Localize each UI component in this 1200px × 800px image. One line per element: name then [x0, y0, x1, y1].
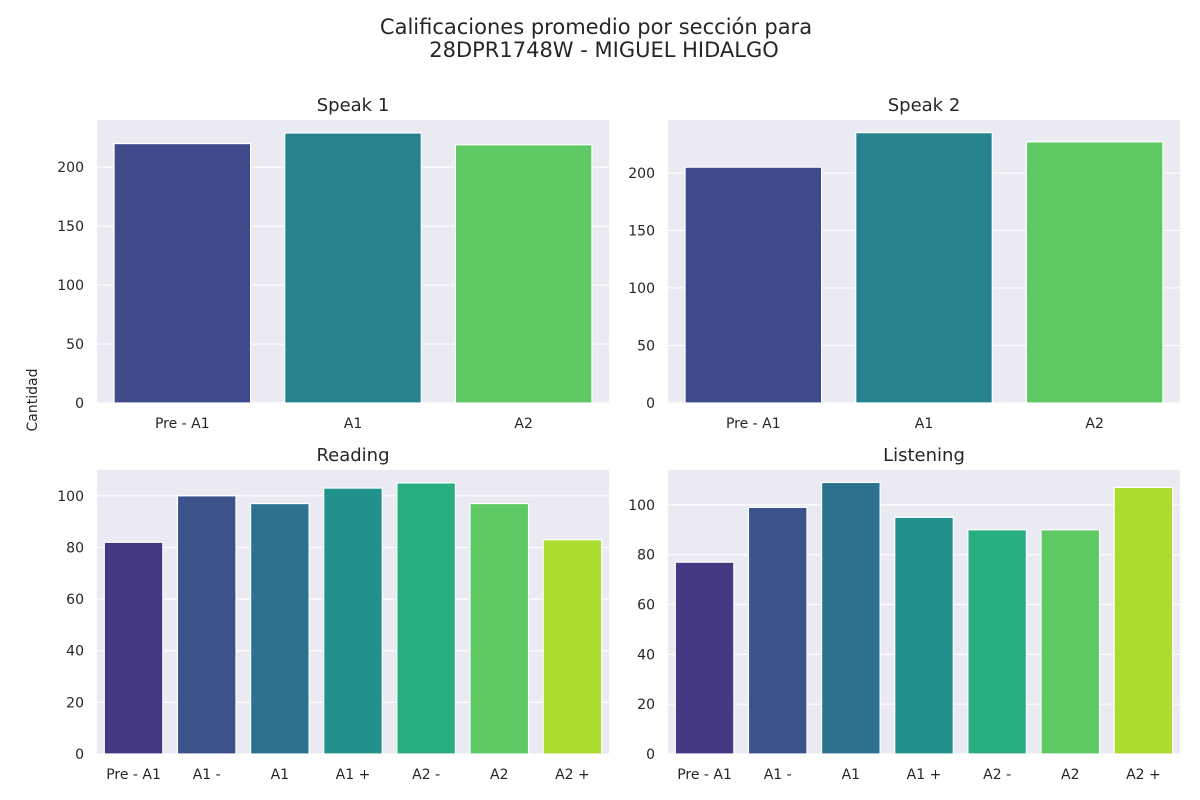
x-tick-label-reading: A2 - — [412, 767, 440, 783]
y-tick-label-speak-2: 50 — [637, 338, 655, 354]
subplot-title-speak-2: Speak 2 — [888, 95, 961, 116]
y-tick-label-speak-2: 100 — [628, 281, 655, 297]
y-tick-label-speak-1: 200 — [57, 160, 84, 176]
x-tick-label-reading: A1 — [271, 767, 289, 783]
bar-reading-a2 — [469, 502, 530, 755]
y-tick-label-listening: 100 — [628, 498, 655, 514]
bar-listening-a1 — [894, 516, 954, 755]
x-tick-label-reading: A2 — [490, 767, 508, 783]
bar-reading-a2 — [396, 482, 456, 755]
y-tick-label-listening: 80 — [637, 548, 655, 564]
y-tick-label-speak-2: 0 — [646, 396, 655, 412]
x-tick-label-listening: A2 + — [1126, 767, 1161, 783]
y-tick-label-speak-2: 150 — [628, 223, 655, 239]
figure-title-line-1: Calificaciones promedio por sección para — [380, 15, 812, 39]
x-tick-label-speak-2: A2 — [1085, 416, 1103, 432]
y-tick-label-listening: 40 — [637, 647, 655, 663]
bar-listening-a1 — [747, 506, 808, 755]
x-tick-label-reading: A1 + — [336, 767, 371, 783]
x-tick-label-listening: A2 — [1061, 767, 1079, 783]
y-tick-label-listening: 0 — [646, 747, 655, 763]
bar-speak-2-pre-a1 — [684, 166, 823, 404]
subplot-listening: 0 20 40 60 80 100 Pre - A1 A1 - A1 A1 + A2 - A2 A2 +… — [628, 445, 1180, 783]
y-tick-label-speak-1: 50 — [66, 337, 84, 353]
x-tick-label-listening: A2 - — [983, 767, 1011, 783]
subplot-title-listening: Listening — [883, 445, 965, 466]
bar-reading-a2 — [542, 539, 603, 755]
y-tick-label-speak-2: 200 — [628, 166, 655, 182]
x-tick-label-speak-1: A1 — [344, 416, 362, 432]
subplot-title-reading: Reading — [316, 445, 389, 466]
y-tick-label-speak-1: 100 — [57, 278, 84, 294]
y-tick-label-speak-1: 150 — [57, 219, 84, 235]
y-tick-label-reading: 40 — [66, 644, 84, 660]
x-tick-label-speak-1: Pre - A1 — [155, 416, 210, 432]
bar-speak-1-a1 — [284, 132, 422, 404]
subplot-speak-2: 0 50 100 150 200 Pre - A1 A1 A2 Speak 2 — [628, 95, 1180, 432]
bar-reading-a1 — [176, 495, 237, 755]
y-tick-label-reading: 20 — [66, 695, 84, 711]
x-tick-label-listening: A1 - — [764, 767, 792, 783]
x-tick-label-speak-2: Pre - A1 — [726, 416, 781, 432]
bar-reading-a1 — [323, 487, 383, 755]
x-tick-label-reading: Pre - A1 — [106, 767, 161, 783]
bar-listening-pre-a1 — [674, 561, 735, 755]
y-tick-label-listening: 20 — [637, 697, 655, 713]
x-tick-label-reading: A2 + — [555, 767, 590, 783]
bar-listening-a2 — [1040, 529, 1101, 755]
bar-reading-pre-a1 — [103, 541, 164, 755]
y-tick-label-reading: 100 — [57, 489, 84, 505]
y-tick-label-speak-1: 0 — [75, 396, 84, 412]
x-tick-label-speak-1: A2 — [514, 416, 532, 432]
bar-speak-2-a2 — [1025, 141, 1164, 404]
x-tick-label-listening: A1 — [842, 767, 860, 783]
x-tick-label-reading: A1 - — [193, 767, 221, 783]
bar-speak-1-a2 — [454, 144, 593, 404]
x-tick-label-listening: A1 + — [907, 767, 942, 783]
shared-y-axis-label: Cantidad — [25, 369, 41, 432]
x-tick-label-listening: Pre - A1 — [677, 767, 732, 783]
x-tick-label-speak-2: A1 — [915, 416, 933, 432]
bar-speak-2-a1 — [855, 132, 993, 404]
subplot-speak-1: 0 50 100 150 200 Pre - A1 A1 A2 Speak 1 — [57, 95, 609, 432]
bar-speak-1-pre-a1 — [113, 142, 252, 404]
figure-title-line-2: 28DPR1748W - MIGUEL HIDALGO — [429, 38, 779, 62]
y-tick-label-reading: 60 — [66, 592, 84, 608]
bar-reading-a1 — [250, 502, 310, 755]
y-tick-label-listening: 60 — [637, 598, 655, 614]
subplot-title-speak-1: Speak 1 — [317, 95, 390, 116]
bar-listening-a1 — [820, 481, 881, 755]
y-tick-label-reading: 0 — [75, 747, 84, 763]
bar-listening-a2 — [967, 529, 1028, 755]
y-tick-label-reading: 80 — [66, 540, 84, 556]
subplot-reading: 0 20 40 60 80 100 Pre - A1 A1 - A1 A1 + A2 - A2 A2 +… — [57, 445, 609, 783]
bar-listening-a2 — [1113, 486, 1174, 755]
